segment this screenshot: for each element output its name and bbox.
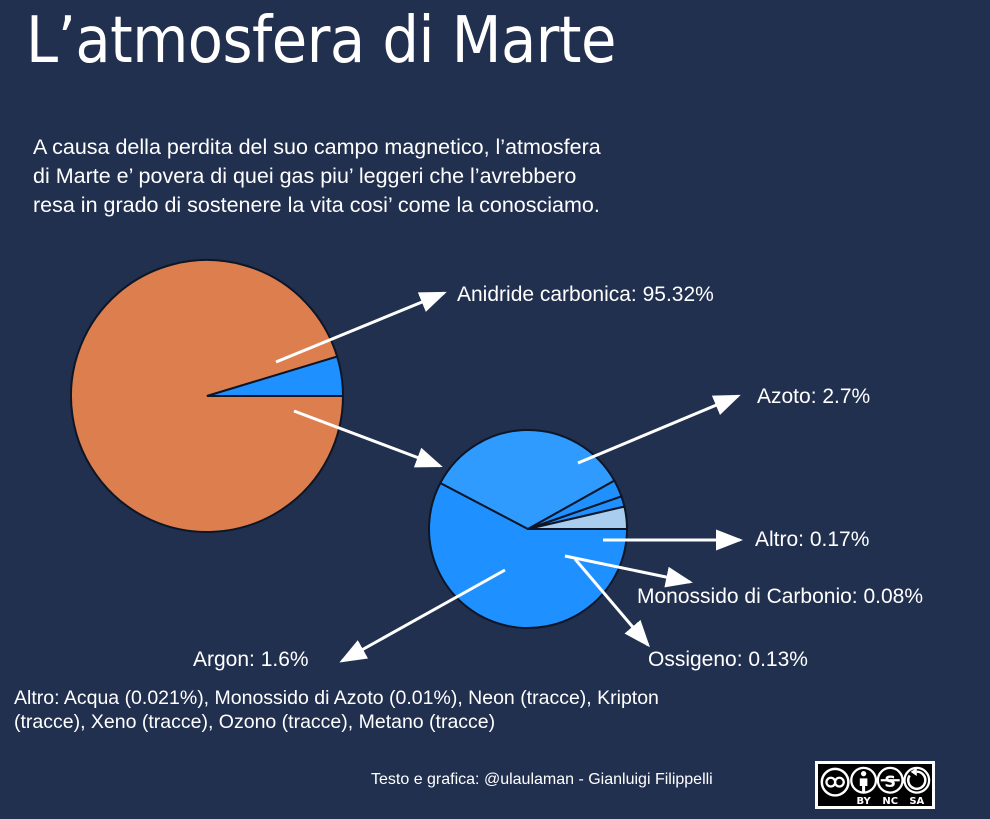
footnote-line-1: Altro: Acqua (0.021%), Monossido di Azot… (14, 687, 659, 709)
leader-line-altri-gas (293, 409, 443, 468)
label-altro: Altro: 0.17% (755, 528, 870, 551)
pie-chart-detail (428, 429, 629, 629)
subtitle-text: A causa della perdita del suo campo magn… (33, 133, 913, 220)
footnote-other-gases: Altro: Acqua (0.021%), Monossido di Azot… (14, 686, 884, 734)
cc-by-text: BY (856, 796, 871, 807)
subtitle-line-3: resa in grado di sostenere la vita cosi’… (33, 193, 600, 217)
footnote-line-2: (tracce), Xeno (tracce), Ozono (tracce),… (14, 711, 496, 733)
label-azoto: Azoto: 2.7% (757, 385, 871, 408)
leader-line-monossido-di-carbonio (564, 554, 693, 588)
subtitle-line-2: di Marte e’ povera di quei gas piu’ legg… (33, 164, 577, 188)
cc-logo-icon (820, 767, 850, 797)
cc-nc-icon: S (876, 766, 904, 794)
cc-nc-text: NC (882, 796, 898, 807)
leader-line-azoto (577, 394, 741, 465)
pie-slice-altro (527, 505, 629, 530)
creative-commons-license-badge[interactable]: S BY NC SA (815, 761, 935, 809)
svg-text:S: S (884, 772, 896, 791)
leader-line-argon (339, 568, 506, 663)
page-title: L’atmosfera di Marte (26, 4, 616, 78)
pie-slice-azoto (428, 481, 629, 629)
pie-chart-main (70, 259, 345, 534)
cc-by-icon (850, 766, 878, 794)
cc-sa-text: SA (909, 796, 924, 807)
leader-line-ossigeno (573, 558, 650, 648)
subtitle-line-1: A causa della perdita del suo campo magn… (33, 135, 601, 159)
leader-line-anidride-carbonica (275, 291, 447, 364)
label-argon: Argon: 1.6% (193, 648, 309, 671)
cc-sa-icon (903, 766, 931, 794)
pie-slice-altri-gas (206, 355, 345, 397)
label-ossigeno: Ossigeno: 0.13% (648, 648, 808, 671)
credit-line: Testo e grafica: @ulaulaman - Gianluigi … (371, 771, 713, 788)
label-monossido-di-carbonio: Monossido di Carbonio: 0.08% (637, 585, 924, 608)
label-anidride-carbonica: Anidride carbonica: 95.32% (457, 283, 714, 306)
cc-license-icons: S BY NC SA (820, 766, 931, 807)
